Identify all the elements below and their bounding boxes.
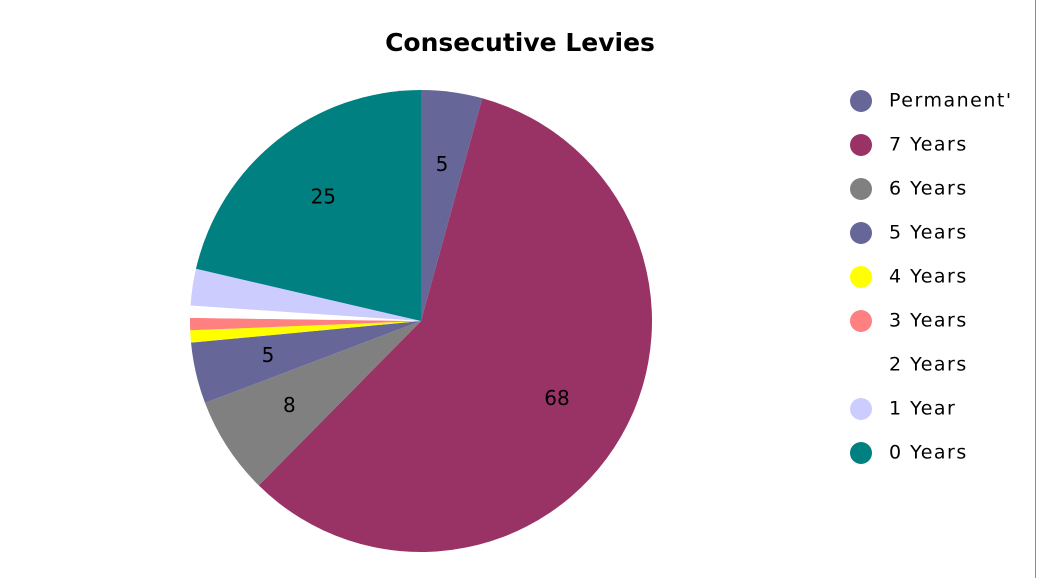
- data-label-7-years: 68: [544, 386, 569, 410]
- legend-label-permanent: Permanent': [889, 90, 1013, 112]
- legend-marker-1-year: [850, 398, 872, 420]
- pie-slice-0-years: [195, 90, 421, 321]
- data-label-6-years: 8: [283, 393, 296, 417]
- data-label-5-years: 5: [262, 343, 275, 367]
- chart-title: Consecutive Levies: [385, 28, 655, 57]
- legend-label-7-years: 7 Years: [889, 134, 968, 156]
- legend-marker-3-years: [850, 310, 872, 332]
- legend-marker-6-years: [850, 178, 872, 200]
- pie-slice-6-years: [205, 321, 421, 486]
- legend-label-4-years: 4 Years: [889, 266, 968, 288]
- pie-slice-3-years: [189, 317, 421, 331]
- legend-label-3-years: 3 Years: [889, 310, 968, 332]
- legend-marker-4-years: [850, 266, 872, 288]
- legend-label-2-years: 2 Years: [889, 354, 968, 376]
- pie-data-labels: 5 68 8 5 25: [262, 152, 570, 417]
- legend-label-0-years: 0 Years: [889, 442, 968, 464]
- pie-slices: [189, 90, 652, 552]
- legend-label-1-year: 1 Year: [889, 398, 956, 420]
- pie-slice-2-years: [190, 305, 421, 321]
- legend: Permanent' 7 Years 6 Years 5 Years 4 Years 3 …: [850, 90, 1013, 464]
- legend-marker-2-years: [850, 354, 872, 376]
- pie-slice-1-year: [190, 268, 421, 321]
- pie-slice-7-years: [258, 98, 652, 552]
- data-label-0-years: 25: [311, 185, 336, 209]
- pie-slice-4-years: [190, 321, 421, 343]
- pie-slice-permanent: [421, 90, 483, 321]
- legend-label-5-years: 5 Years: [889, 222, 968, 244]
- legend-marker-7-years: [850, 134, 872, 156]
- legend-marker-0-years: [850, 442, 872, 464]
- chart-frame-edge: [1035, 0, 1036, 578]
- legend-label-6-years: 6 Years: [889, 178, 968, 200]
- pie-slice-5-years: [191, 321, 421, 403]
- legend-marker-permanent: [850, 90, 872, 112]
- legend-marker-5-years: [850, 222, 872, 244]
- data-label-permanent: 5: [436, 152, 449, 176]
